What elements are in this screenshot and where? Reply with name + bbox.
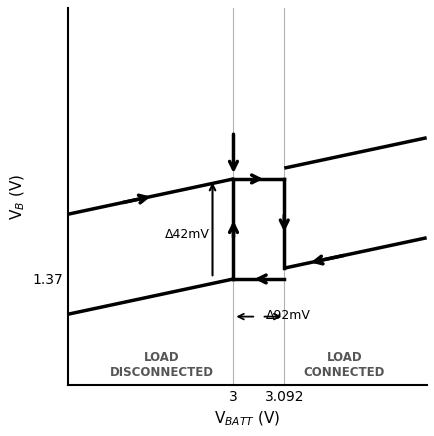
Text: Δ42mV: Δ42mV [164,228,209,242]
Text: LOAD
CONNECTED: LOAD CONNECTED [303,351,384,379]
Text: LOAD
DISCONNECTED: LOAD DISCONNECTED [109,351,213,379]
Y-axis label: V$_B$ (V): V$_B$ (V) [8,174,26,220]
Text: Δ92mV: Δ92mV [265,309,310,322]
X-axis label: V$_{BATT}$ (V): V$_{BATT}$ (V) [214,409,280,428]
